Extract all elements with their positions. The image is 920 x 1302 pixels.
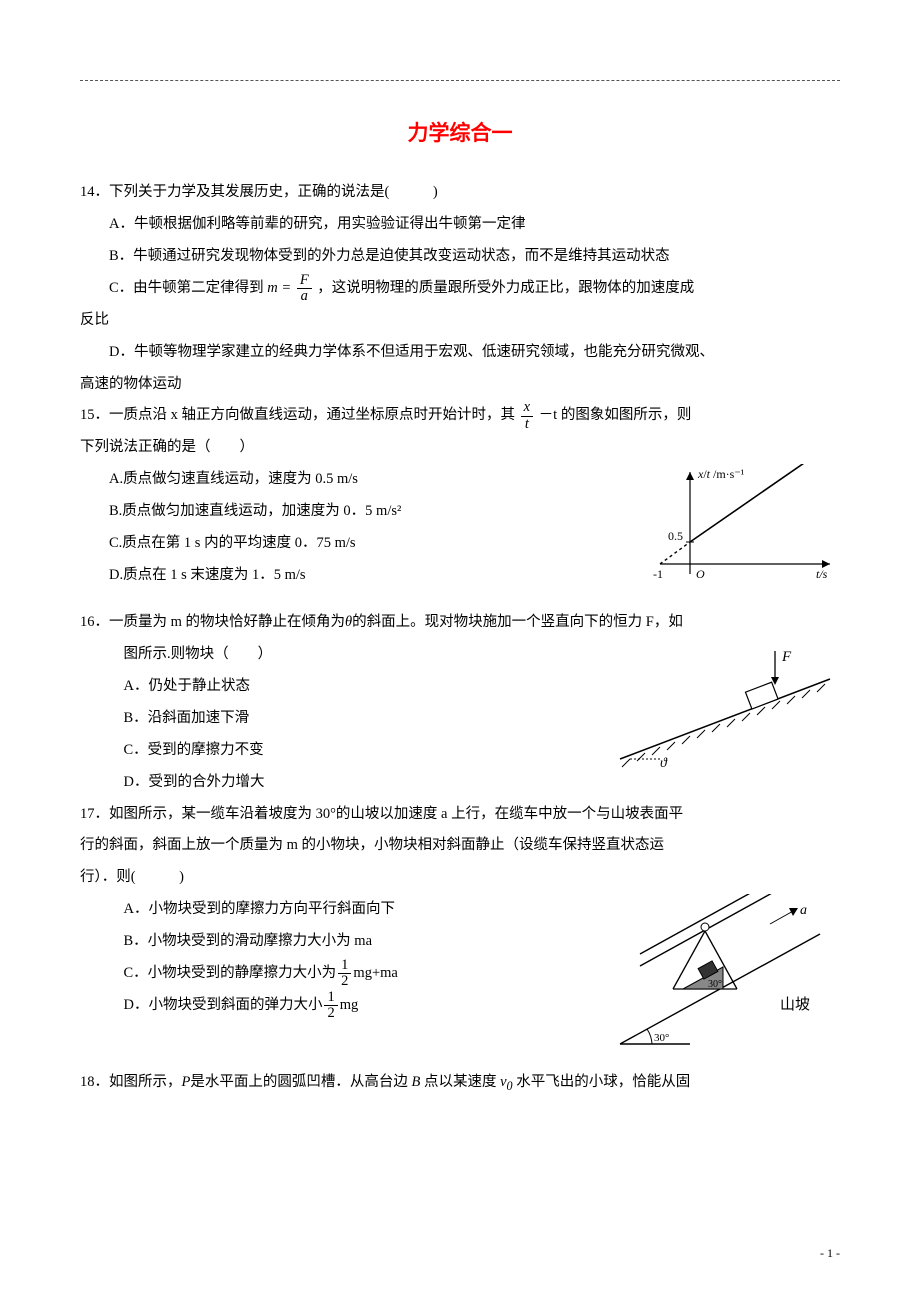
q17-stem1: 17．如图所示，某一缆车沿着坡度为 30°的山坡以加速度 a 上行，在缆车中放一… [80,799,840,831]
q17-stem2: 行的斜面，斜面上放一个质量为 m 的小物块，小物块相对斜面静止（设缆车保持竖直状… [80,830,840,862]
q15-den: t [521,417,533,432]
q17-c-frac: 12 [338,958,351,989]
q17-opt-d: D．小物块受到斜面的弹力大小12mg [80,990,610,1022]
q17-figure: 30° 30° a 山坡 [610,894,840,1067]
q17-d-pre: D．小物块受到斜面的弹力大小 [124,997,323,1013]
q16-opt-a: A．仍处于静止状态 [80,671,610,703]
q15-frac: x t [521,400,533,431]
q14-c-pre: C．由牛顿第二定律得到 [109,280,264,296]
q18-stem: 18．如图所示，P是水平面上的圆弧凹槽．从高台边 B 点以某速度 v0 水平飞出… [80,1067,840,1099]
q15-opt-c: C.质点在第 1 s 内的平均速度 0．75 m/s [80,528,620,560]
q14-c-den: a [297,289,312,304]
q16-opt-d: D．受到的合外力增大 [80,767,610,799]
q15-opt-a: A.质点做匀速直线运动，速度为 0.5 m/s [80,464,620,496]
q17-opt-c: C．小物块受到的静摩擦力大小为12mg+ma [80,958,610,990]
page-number: - 1 - [820,1240,840,1266]
q18-v0: v0 [500,1074,512,1090]
q16-tail: 图所示.则物块（ ） [80,639,610,671]
q16-stem: 16．一质量为 m 的物块恰好静止在倾角为θ的斜面上。现对物块施加一个竖直向下的… [80,607,840,639]
q14-c-num: F [297,273,312,289]
q17-stem3: 行）．则( ) [80,862,840,894]
q15-xneg1: -1 [653,567,663,581]
q14-c-post: ，这说明物理的质量跟所受外力成正比，跟物体的加速度成 [317,280,694,296]
q18-m2: 点以某速度 [420,1074,500,1090]
q16-f-label: F [781,649,792,665]
q17-d-num: 1 [324,990,337,1006]
q18-b: B [411,1074,420,1090]
q18-m1: 是水平面上的圆弧凹槽．从高台边 [190,1074,411,1090]
q15-post: －t 的图象如图所示，则 [539,408,692,424]
q16-post: 的斜面上。现对物块施加一个竖直向下的恒力 F，如 [352,614,683,630]
q16-figure: F ϑ [610,639,840,782]
q15-graph: 0.5 -1 O t/s x/t /m·s⁻¹ [620,464,840,607]
q15-opt-b: B.质点做匀加速直线运动，加速度为 0．5 m/s² [80,496,620,528]
page-title: 力学综合一 [80,111,840,157]
q15-origin: O [696,567,705,581]
q14-c-frac: F a [297,273,312,304]
q17-opt-a: A．小物块受到的摩擦力方向平行斜面向下 [80,894,610,926]
top-rule [80,80,840,81]
q17-angle-slope: 30° [654,1032,669,1044]
q17-angle-inner: 30° [708,979,722,990]
q17-d-post: mg [340,997,359,1013]
q14-opt-c: C．由牛顿第二定律得到 m = F a ，这说明物理的质量跟所受外力成正比，跟物… [80,273,840,305]
q15-opt-d: D.质点在 1 s 末速度为 1．5 m/s [80,560,620,592]
q17-slope-label: 山坡 [780,996,810,1013]
q17-c-den: 2 [338,974,351,989]
q14-d-tail: 高速的物体运动 [80,369,840,401]
q17-opt-b: B．小物块受到的滑动摩擦力大小为 ma [80,926,610,958]
q15-num: x [521,400,533,416]
q14-opt-b: B．牛顿通过研究发现物体受到的外力总是迫使其改变运动状态，而不是维持其运动状态 [80,241,840,273]
q14-opt-a: A．牛顿根据伽利略等前辈的研究，用实验验证得出牛顿第一定律 [80,209,840,241]
q17-c-pre: C．小物块受到的静摩擦力大小为 [124,965,337,981]
q16-pre: 16．一质量为 m 的物块恰好静止在倾角为 [80,614,345,630]
q15-xlabel: t/s [816,567,828,581]
q17-d-frac: 12 [324,990,337,1021]
q16-opt-b: B．沿斜面加速下滑 [80,703,610,735]
q15-pre: 15．一质点沿 x 轴正方向做直线运动，通过坐标原点时开始计时，其 [80,408,515,424]
q15-yint: 0.5 [668,529,683,543]
q16-opt-c: C．受到的摩擦力不变 [80,735,610,767]
q18-pre: 18．如图所示， [80,1074,182,1090]
q14-c-tail: 反比 [80,305,840,337]
q17-c-post: mg+ma [353,965,397,981]
q15-tail: 下列说法正确的是（ ） [80,432,840,464]
q18-m3: 水平飞出的小球，恰能从固 [513,1074,691,1090]
q14-opt-d: D．牛顿等物理学家建立的经典力学体系不但适用于宏观、低速研究领域，也能充分研究微… [80,337,840,369]
q15-stem: 15．一质点沿 x 轴正方向做直线运动，通过坐标原点时开始计时，其 x t －t… [80,400,840,432]
q16-angle-label: ϑ [660,756,668,769]
q17-a-label: a [800,903,807,918]
q17-c-num: 1 [338,958,351,974]
q14-stem: 14．下列关于力学及其发展历史，正确的说法是( ) [80,177,840,209]
q17-d-den: 2 [324,1006,337,1021]
q15-ylabel: x/t /m·s⁻¹ [697,467,745,481]
q14-c-lhs: m = [267,280,291,296]
